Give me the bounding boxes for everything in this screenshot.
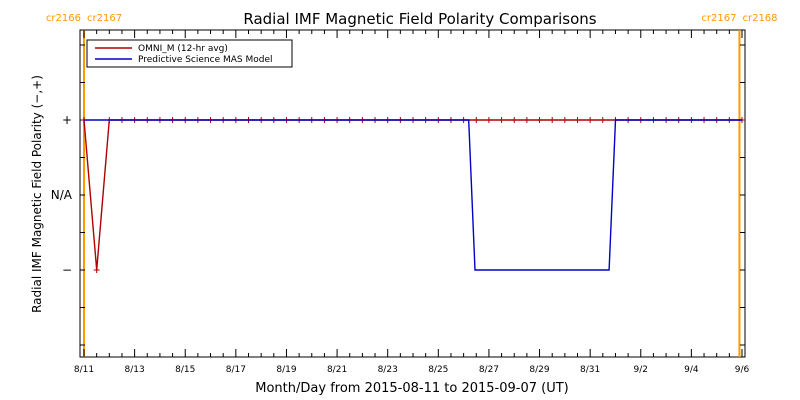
series-line-mas [84, 119, 742, 271]
legend-box [86, 39, 293, 68]
data-point-omni [536, 117, 543, 123]
x-tick-label: 8/17 [226, 365, 246, 375]
data-point-omni [523, 117, 530, 123]
x-tick-label: 8/21 [327, 365, 347, 375]
data-point-omni [574, 117, 581, 123]
x-tick-label: 8/13 [125, 365, 145, 375]
data-point-omni [511, 117, 518, 123]
x-tick-label: 8/11 [74, 365, 94, 375]
data-point-omni [599, 117, 606, 123]
legend: OMNI_M (12-hr avg) Predictive Science MA… [86, 39, 293, 68]
y-axis-ticks: + N/A − [51, 44, 745, 346]
x-tick-label: 8/19 [276, 365, 296, 375]
chart-title: Radial IMF Magnetic Field Polarity Compa… [243, 10, 596, 28]
carrington-label-left: cr2167 [701, 13, 736, 24]
x-tick-label: 9/4 [684, 365, 699, 375]
carrington-label-right: cr2168 [742, 13, 777, 24]
x-tick-label: 9/2 [634, 365, 648, 375]
carrington-rotation-markers: cr2166 cr2167 cr2167 cr2168 [46, 13, 778, 357]
carrington-label-right: cr2167 [87, 13, 122, 24]
carrington-label-left: cr2166 [46, 13, 81, 24]
legend-label-mas: Predictive Science MAS Model [138, 55, 273, 65]
x-axis-label: Month/Day from 2015-08-11 to 2015-09-07 … [255, 381, 568, 396]
x-tick-label: 8/31 [580, 365, 600, 375]
y-tick-label: + [62, 113, 72, 127]
x-tick-label: 8/27 [479, 365, 499, 375]
x-axis-ticks: 8/11 8/13 8/15 8/17 8/19 8/21 8/23 8/25 8/27 8/29… [74, 30, 750, 375]
data-point-omni [561, 117, 568, 123]
data-point-omni [549, 117, 556, 123]
data-point-omni [93, 267, 100, 273]
data-point-omni [587, 117, 594, 123]
x-tick-label: 9/6 [735, 365, 750, 375]
x-tick-label: 8/29 [529, 365, 549, 375]
data-point-omni [485, 117, 492, 123]
y-tick-label: − [62, 263, 72, 277]
y-axis-label: Radial IMF Magnetic Field Polarity (−,+) [30, 75, 44, 313]
x-tick-label: 8/25 [428, 365, 448, 375]
x-tick-label: 8/15 [175, 365, 195, 375]
y-tick-label: N/A [51, 188, 73, 202]
data-point-omni [498, 117, 505, 123]
series-line-omni [83, 119, 742, 271]
x-tick-label: 8/23 [378, 365, 398, 375]
data-point-omni [473, 117, 480, 123]
series-group [81, 117, 745, 273]
plot-frame [79, 29, 746, 358]
legend-label-omni: OMNI_M (12-hr avg) [138, 44, 228, 54]
